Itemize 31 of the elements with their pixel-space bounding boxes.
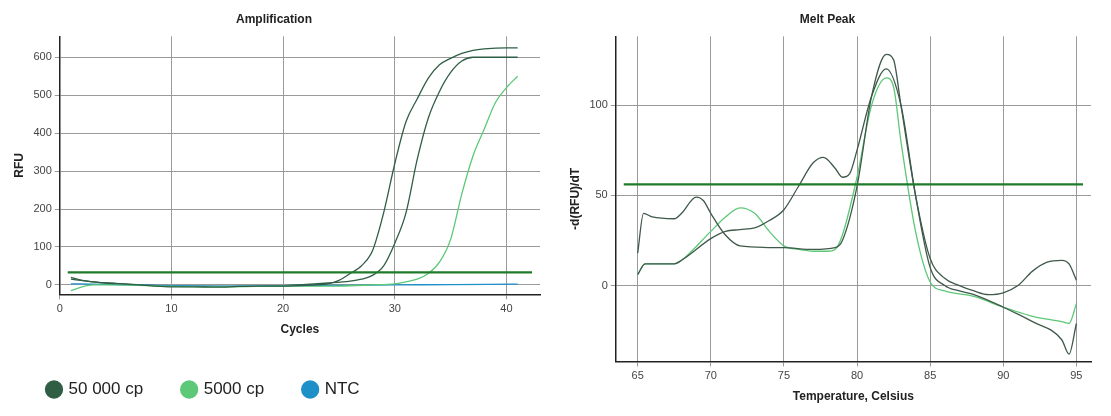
x-axis-title: Cycles [280,322,320,337]
x-tick-label: 65 [631,369,644,382]
y-axis-title: RFU [11,153,26,178]
legend-label: 5000 cp [203,379,265,399]
x-tick-label: 90 [997,369,1010,382]
chart-title: Amplification [235,11,313,26]
y-axis-title: -d(RFU)/dT [567,167,582,230]
y-tick-label: 50 [595,188,608,201]
y-tick-label: 0 [45,277,52,290]
x-tick-label: 75 [777,369,791,382]
x-tick-label: 95 [1070,369,1083,382]
y-tick-label: 200 [33,202,52,215]
x-tick-label: 70 [704,369,717,382]
x-tick-label: 40 [500,302,513,315]
x-tick-label: 10 [165,302,178,315]
x-tick-label: 85 [924,369,937,382]
x-axis-title: Temperature, Celsius [792,389,915,404]
x-tick-label: 30 [388,302,401,315]
y-tick-label: 100 [589,98,608,111]
y-tick-label: 600 [33,50,52,63]
legend-label: NTC [324,379,360,399]
chart-title: Melt Peak [799,11,856,26]
x-tick-label: 20 [277,302,290,315]
y-tick-label: 400 [33,126,52,139]
y-tick-label: 500 [33,88,52,101]
y-tick-label: 0 [601,278,608,291]
x-tick-label: 0 [56,302,63,315]
x-tick-label: 80 [850,369,864,382]
y-tick-label: 300 [33,164,52,177]
y-tick-label: 100 [33,240,52,252]
legend-label: 50 000 cp [68,379,144,399]
